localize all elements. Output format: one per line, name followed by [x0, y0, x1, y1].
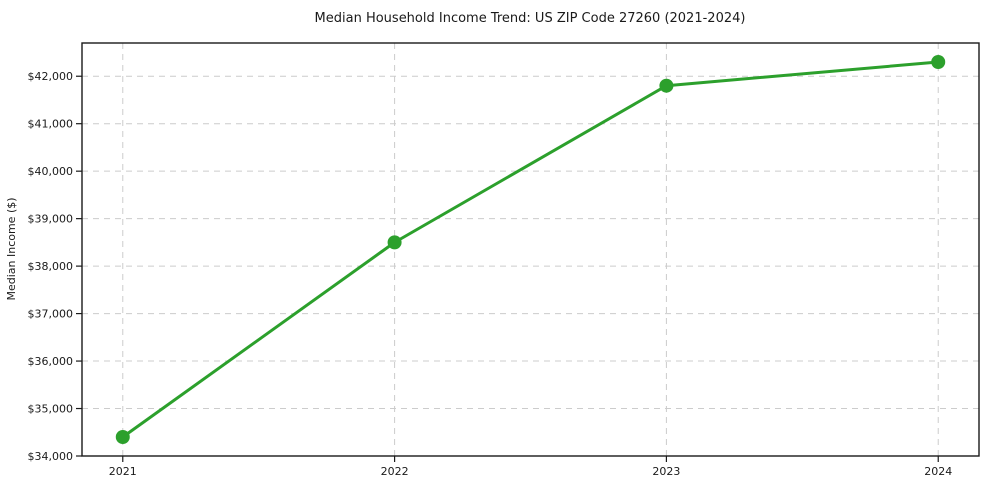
x-tick-label: 2021: [109, 465, 137, 478]
y-tick-label: $36,000: [28, 355, 74, 368]
x-tick-label: 2022: [381, 465, 409, 478]
y-tick-label: $34,000: [28, 450, 74, 463]
data-point: [387, 235, 402, 250]
y-tick-label: $35,000: [28, 403, 74, 416]
trend-line: [121, 60, 940, 439]
y-axis-label: Median Income ($): [5, 197, 18, 300]
x-tick-label: 2024: [924, 465, 952, 478]
y-tick-label: $37,000: [28, 308, 74, 321]
plot-area: $34,000 $35,000 $36,000 $37,000 $38,000 $39,0…: [28, 42, 980, 478]
x-tick-label: 2023: [652, 465, 680, 478]
y-tick-label: $41,000: [28, 118, 74, 131]
y-tick-label: $38,000: [28, 260, 74, 273]
y-tick-label: $39,000: [28, 213, 74, 226]
chart-title: Median Household Income Trend: US ZIP Co…: [315, 11, 746, 26]
data-point: [115, 430, 130, 445]
axes-spines: [81, 42, 980, 457]
data-point: [659, 78, 674, 93]
y-tick-label: $42,000: [28, 70, 74, 83]
y-tick-label: $40,000: [28, 165, 74, 178]
data-point: [931, 54, 946, 69]
